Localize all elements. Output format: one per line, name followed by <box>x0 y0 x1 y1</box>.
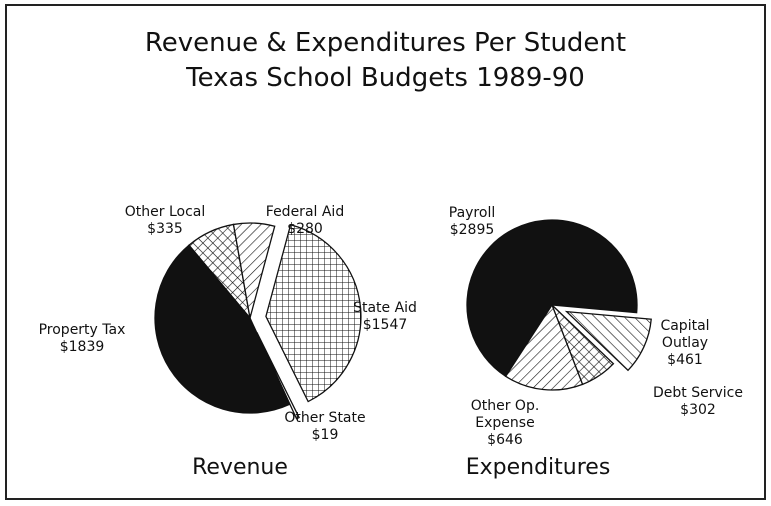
title-line: Texas School Budgets 1989-90 <box>186 63 585 93</box>
slice-name: Other Local <box>124 204 206 220</box>
pie-title: Expenditures <box>465 455 611 480</box>
slice-name: Debt Service <box>653 385 743 401</box>
pie-slice <box>504 303 584 391</box>
slice-value: $19 <box>311 427 339 443</box>
slice-name: Property Tax <box>38 322 126 338</box>
slice-value: $280 <box>287 221 323 237</box>
slice-label: Payroll $2895 <box>432 205 512 239</box>
slice-name: Capital Outlay <box>660 318 710 351</box>
slice-value: $646 <box>487 432 523 448</box>
pie-slice <box>256 332 300 420</box>
pie-title: Revenue <box>192 455 288 480</box>
pie-slice <box>265 223 362 403</box>
pie-slice <box>232 222 276 319</box>
slice-label: Debt Service $302 <box>643 385 753 419</box>
slice-label: Other Local $335 <box>115 204 215 238</box>
slice-value: $335 <box>147 221 183 237</box>
slice-value: $302 <box>680 402 716 418</box>
slice-name: Other State <box>284 410 366 426</box>
slice-name: Federal Aid <box>265 204 345 220</box>
slice-label: Other Op. Expense $646 <box>460 398 550 449</box>
slice-label: Federal Aid $280 <box>255 204 355 238</box>
slice-label: Property Tax $1839 <box>27 322 137 356</box>
pie-slice <box>154 244 291 414</box>
frame <box>5 4 766 500</box>
slice-name: State Aid <box>353 300 417 316</box>
slice-value: $1547 <box>362 317 408 333</box>
slice-value: $1839 <box>59 339 105 355</box>
pie-slice <box>466 219 638 378</box>
slice-value: $2895 <box>449 222 495 238</box>
slice-name: Other Op. Expense <box>470 398 540 431</box>
slice-label: State Aid $1547 <box>340 300 430 334</box>
slice-label: Capital Outlay $461 <box>650 318 720 369</box>
slice-value: $461 <box>667 352 703 368</box>
slice-name: Payroll <box>448 205 496 221</box>
slice-label: Other State $19 <box>270 410 380 444</box>
pie-slice <box>564 310 652 372</box>
title-line: Revenue & Expenditures Per Student <box>144 28 627 58</box>
